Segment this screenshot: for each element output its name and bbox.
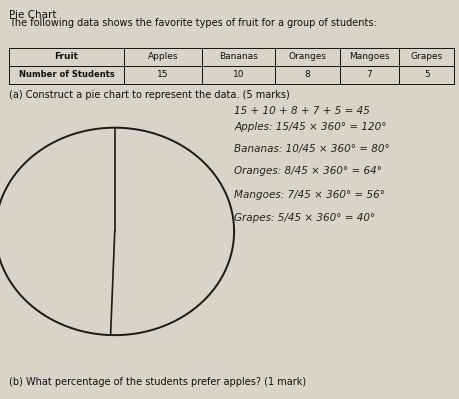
Text: 7: 7 xyxy=(367,70,372,79)
Text: Bananas: Bananas xyxy=(219,52,258,61)
Text: Mangoes: Mangoes xyxy=(349,52,390,61)
Text: The following data shows the favorite types of fruit for a group of students:: The following data shows the favorite ty… xyxy=(9,18,377,28)
Text: (b) What percentage of the students prefer apples? (1 mark): (b) What percentage of the students pref… xyxy=(9,377,306,387)
Text: Mangoes: 7/45 × 360° = 56°: Mangoes: 7/45 × 360° = 56° xyxy=(234,190,385,200)
Text: Number of Students: Number of Students xyxy=(19,70,114,79)
Text: Fruit: Fruit xyxy=(55,52,78,61)
Text: Oranges: 8/45 × 360° = 64°: Oranges: 8/45 × 360° = 64° xyxy=(234,166,382,176)
Text: Pie Chart: Pie Chart xyxy=(9,10,56,20)
Text: 15: 15 xyxy=(157,70,169,79)
Text: Apples: Apples xyxy=(148,52,178,61)
Text: 5: 5 xyxy=(424,70,430,79)
Text: 10: 10 xyxy=(233,70,245,79)
Text: 8: 8 xyxy=(305,70,310,79)
Text: Grapes: Grapes xyxy=(411,52,443,61)
Text: Apples: 15/45 × 360° = 120°: Apples: 15/45 × 360° = 120° xyxy=(234,122,386,132)
Text: 15 + 10 + 8 + 7 + 5 = 45: 15 + 10 + 8 + 7 + 5 = 45 xyxy=(234,106,370,116)
Text: Oranges: Oranges xyxy=(289,52,326,61)
Text: Grapes: 5/45 × 360° = 40°: Grapes: 5/45 × 360° = 40° xyxy=(234,213,375,223)
Text: (a) Construct a pie chart to represent the data. (5 marks): (a) Construct a pie chart to represent t… xyxy=(9,90,290,100)
Text: Bananas: 10/45 × 360° = 80°: Bananas: 10/45 × 360° = 80° xyxy=(234,144,390,154)
